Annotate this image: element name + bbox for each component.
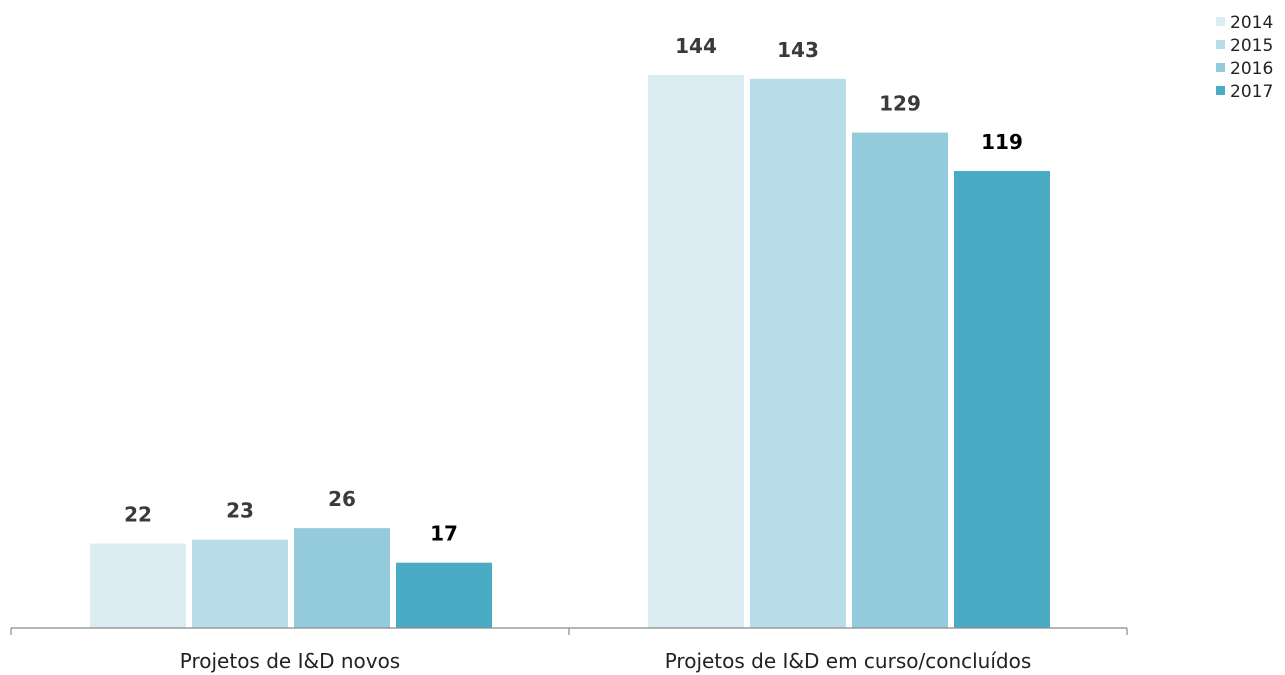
legend-label-2014: 2014 bbox=[1230, 13, 1273, 33]
value-labels-layer: 22 23 26 17 144 143 129 119 bbox=[124, 34, 1023, 546]
category-label-em-curso: Projetos de I&D em curso/concluídos bbox=[665, 649, 1032, 673]
legend: 2014 2015 2016 2017 bbox=[1216, 13, 1273, 102]
bars-layer bbox=[90, 75, 1050, 629]
value-label-2017-novos: 17 bbox=[430, 522, 458, 546]
value-label-2016-novos: 26 bbox=[328, 487, 356, 511]
value-label-2015-em-curso: 143 bbox=[777, 38, 819, 62]
legend-swatch-2014 bbox=[1216, 17, 1225, 26]
value-label-2015-novos: 23 bbox=[226, 499, 254, 523]
bar-2014-em-curso bbox=[648, 75, 744, 628]
bar-2015-em-curso bbox=[750, 78, 846, 629]
value-label-2014-em-curso: 144 bbox=[675, 34, 717, 58]
legend-swatch-2017 bbox=[1216, 86, 1225, 95]
bar-2014-novos bbox=[90, 543, 186, 628]
bar-2017-novos bbox=[396, 562, 492, 628]
bar-2017-em-curso bbox=[954, 171, 1050, 628]
legend-swatch-2016 bbox=[1216, 63, 1225, 72]
bar-2016-novos bbox=[294, 528, 390, 628]
value-label-2017-em-curso: 119 bbox=[981, 130, 1023, 154]
legend-label-2015: 2015 bbox=[1230, 36, 1273, 56]
x-axis bbox=[10, 627, 1128, 635]
category-label-novos: Projetos de I&D novos bbox=[180, 649, 400, 673]
bar-2016-em-curso bbox=[852, 132, 948, 628]
value-label-2016-em-curso: 129 bbox=[879, 92, 921, 116]
legend-swatch-2015 bbox=[1216, 40, 1225, 49]
value-label-2014-novos: 22 bbox=[124, 503, 152, 527]
category-labels-layer: Projetos de I&D novos Projetos de I&D em … bbox=[180, 649, 1032, 673]
legend-label-2017: 2017 bbox=[1230, 82, 1273, 102]
bar-2015-novos bbox=[192, 539, 288, 628]
legend-label-2016: 2016 bbox=[1230, 59, 1273, 79]
